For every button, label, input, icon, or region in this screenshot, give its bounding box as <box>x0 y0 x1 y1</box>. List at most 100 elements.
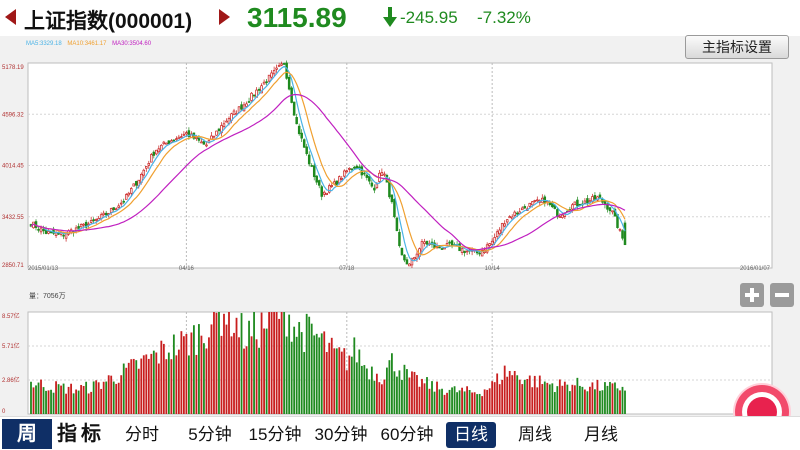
volume-bar <box>97 382 100 414</box>
volume-bar <box>268 312 271 414</box>
candle-body <box>197 137 201 141</box>
volume-bar <box>195 354 198 414</box>
volume-bar <box>152 350 155 414</box>
candlestick-chart[interactable]: 5178.19 4596.32 4014.45 3432.55 2850.71 2015/… <box>0 60 800 272</box>
candle-body <box>520 207 524 211</box>
zoom-out-button[interactable] <box>770 283 794 307</box>
candle-body <box>307 154 311 165</box>
tab-30min[interactable]: 30分钟 <box>314 425 368 444</box>
candle-body <box>187 130 191 137</box>
candle-body <box>77 226 80 229</box>
candle-body <box>355 165 359 169</box>
volume-bar <box>616 388 619 414</box>
candle-body <box>343 170 346 177</box>
volume-bar <box>45 390 47 414</box>
volume-bar <box>77 390 80 414</box>
volume-bar <box>145 354 148 414</box>
volume-bar <box>531 387 534 414</box>
volume-bar <box>548 384 551 414</box>
next-index-arrow-icon[interactable] <box>219 9 230 25</box>
volume-bar <box>57 384 60 414</box>
candle-body <box>328 185 331 193</box>
candle-body <box>508 216 511 219</box>
volume-bar <box>573 385 576 414</box>
candle-body <box>167 140 171 145</box>
candle-body <box>42 228 45 232</box>
volume-bar <box>518 379 521 414</box>
volume-bar <box>290 341 293 414</box>
volume-bar <box>473 392 476 414</box>
volume-bar <box>225 324 228 414</box>
volume-bar <box>596 379 599 414</box>
volume-bar <box>468 389 471 414</box>
candle-body <box>267 74 271 82</box>
volume-bar <box>558 379 561 414</box>
candle-body <box>420 241 424 252</box>
ma30-line <box>30 93 626 251</box>
volume-bar <box>526 378 529 414</box>
weekly-period-button[interactable]: 周 <box>2 419 52 449</box>
candle-body <box>576 199 579 207</box>
volume-bar <box>315 333 318 414</box>
volume-bar <box>127 362 130 414</box>
zoom-in-button[interactable] <box>740 283 764 307</box>
volume-bar <box>483 389 486 414</box>
ma-legend: MA5:3329.18 MA10:3461.17 MA30:3504.60 <box>26 41 155 47</box>
candle-body <box>463 250 466 254</box>
bottom-tab-bar <box>0 416 800 450</box>
volume-bar <box>393 371 396 414</box>
candle-body <box>84 221 88 228</box>
volume-chart[interactable]: 8.57亿 5.71亿 2.86亿 0 <box>0 308 800 416</box>
candle-body <box>210 135 213 140</box>
volume-bar <box>323 331 326 414</box>
volume-bar <box>533 375 536 414</box>
volume-bar <box>576 377 579 414</box>
volume-bar <box>466 386 469 414</box>
volume-tick-label: 2.86亿 <box>2 376 20 384</box>
tab-60min[interactable]: 60分钟 <box>380 425 434 444</box>
tab-weekly[interactable]: 周线 <box>518 425 552 444</box>
candle-body <box>119 202 123 205</box>
candle-body <box>165 142 168 145</box>
candle-body <box>282 63 286 65</box>
volume-tick-label: 0 <box>2 409 6 415</box>
candle-body <box>448 241 451 244</box>
tab-15min[interactable]: 15分钟 <box>248 425 302 444</box>
volume-bar <box>298 322 301 414</box>
index-price: 3115.89 <box>247 2 347 33</box>
volume-bar <box>543 381 546 414</box>
volume-bar <box>185 333 188 414</box>
volume-bar <box>396 376 398 414</box>
volume-bar <box>401 379 403 414</box>
volume-bar <box>488 388 491 414</box>
volume-bar <box>383 379 386 414</box>
candle-body <box>175 138 178 141</box>
volume-bar <box>260 312 263 414</box>
volume-bar <box>147 358 150 414</box>
volume-bar <box>198 324 200 414</box>
tab-daily[interactable]: 日线 <box>446 422 496 448</box>
candle-body <box>305 146 308 154</box>
indicator-button[interactable]: 指标 <box>57 423 105 445</box>
volume-bar <box>511 375 514 414</box>
candle-body <box>478 252 481 255</box>
candle-body <box>571 204 574 210</box>
candle-body <box>124 194 128 200</box>
date-tick-label: 10/14 <box>485 266 501 272</box>
tab-timeshare[interactable]: 分时 <box>125 425 159 444</box>
volume-bar <box>604 382 606 414</box>
main-indicator-settings-button[interactable]: 主指标设置 <box>685 35 789 59</box>
candle-body <box>390 194 394 203</box>
volume-bar <box>591 382 594 414</box>
candle-body <box>495 231 499 238</box>
volume-bar <box>566 384 569 414</box>
tab-5min[interactable]: 5分钟 <box>188 425 232 444</box>
volume-bar <box>443 394 446 414</box>
tab-monthly[interactable]: 月线 <box>584 425 618 444</box>
candle-body <box>122 200 125 203</box>
candle-body <box>375 183 379 189</box>
previous-index-arrow-icon[interactable] <box>5 9 16 25</box>
volume-bar <box>273 312 276 414</box>
candle-body <box>217 128 221 132</box>
volume-bar <box>330 337 333 414</box>
